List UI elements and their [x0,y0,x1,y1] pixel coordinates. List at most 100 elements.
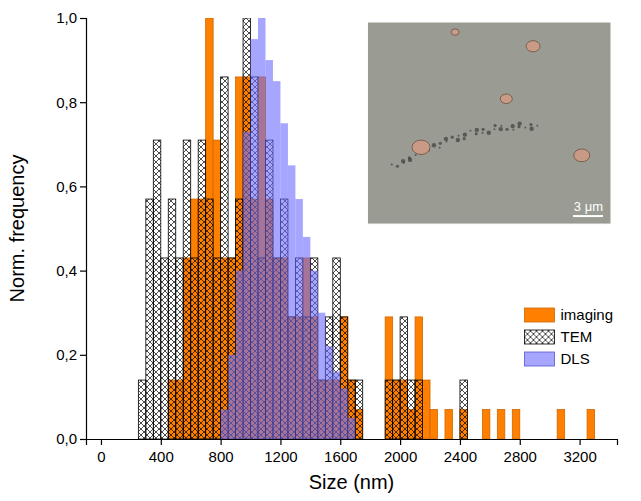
x-tick-mark [280,439,281,445]
histogram-bar [228,258,235,439]
y-axis: 0,00,20,40,60,81,0 [56,9,86,447]
x-tick-label: 400 [149,448,174,465]
histogram-bar [221,410,228,439]
inset-particle [500,125,502,127]
inset-particle [511,124,515,128]
y-tick: 1,0 [56,9,86,26]
histogram-bar [325,317,332,439]
histogram-bar [340,317,347,439]
inset-particle [493,124,496,127]
histogram-bar [213,140,220,439]
inset-particle [481,132,483,134]
x-tick-mark [400,439,401,445]
histogram-bar [228,258,235,439]
legend-swatch [524,352,554,366]
x-tick: 400 [149,439,174,465]
x-tick-mark [460,439,461,445]
inset-particle [512,129,514,131]
histogram-bar [153,140,160,439]
histogram-bar [348,418,355,439]
inset-particle [403,162,405,164]
y-tick-label: 0,6 [56,178,77,195]
inset-particle [451,136,454,139]
inset-particle [500,94,512,104]
histogram-bar [460,380,467,439]
histogram-bar [295,199,302,439]
histogram-bar [400,317,407,439]
histogram-bar [228,355,235,439]
histogram-bar [348,380,355,439]
legend-label: DLS [560,350,589,367]
histogram-bar [251,39,258,439]
inset-particle [412,140,430,154]
histogram-bar [198,140,205,439]
inset-particle [487,131,491,135]
y-tick-label: 1,0 [56,9,77,26]
y-tick-mark [80,18,86,19]
histogram-bar [355,380,362,439]
histogram-bar [206,18,213,439]
histogram-bar [415,317,422,439]
inset-particle [482,128,485,131]
histogram-bar [430,410,437,439]
y-tick-mark [80,186,86,187]
inset-particle [526,41,540,52]
histogram-bar [221,77,228,439]
histogram-bar [482,410,489,439]
legend-label: imaging [560,306,613,323]
inset-particle [463,132,467,136]
inset-particle [396,165,399,168]
inset-particle [415,154,417,156]
y-tick: 0,4 [56,262,86,279]
inset-particle [499,127,503,131]
x-tick-label: 2000 [384,448,417,465]
inset-particle [536,125,538,127]
histogram-bar [385,317,392,439]
legend-swatch [524,330,554,344]
x-axis: 0400800120016002000240028003200 [87,439,618,465]
inset-particle [408,158,412,162]
histogram-bar [445,410,452,439]
histogram-bar [415,380,422,439]
histogram-bar [393,380,400,439]
inset-particle [475,128,479,132]
histogram-bar [557,410,564,439]
inset-particle [517,121,521,125]
histogram-bar [348,380,355,439]
x-tick-label: 2400 [444,448,477,465]
inset-particle [458,135,460,137]
x-tick: 800 [209,439,234,465]
x-tick: 2000 [384,439,417,465]
y-tick-mark [80,271,86,272]
y-axis-line [80,19,87,440]
inset-particle [529,127,533,131]
x-tick: 2400 [444,439,477,465]
histogram-bar [191,258,198,439]
y-tick: 0,6 [56,178,86,195]
histogram-bar [191,199,198,439]
histogram-bar [333,372,340,439]
histogram-bar [385,380,392,439]
histogram-bar [138,380,145,439]
x-tick-label: 1200 [264,448,297,465]
y-tick: 0,2 [56,346,86,363]
histogram-bar [236,199,243,439]
x-tick-mark [580,439,581,445]
histogram-bar [243,18,250,439]
x-tick: 2800 [504,439,537,465]
legend-label: TEM [560,328,592,345]
x-tick: 0 [97,439,105,465]
histogram-bar [288,165,295,439]
histogram-bar [333,258,340,439]
inset-particle [401,159,405,163]
inset-particle [439,142,442,145]
x-tick: 1600 [324,439,357,465]
y-tick-label: 0,8 [56,94,77,111]
histogram-bar [310,258,317,439]
histogram-bar [168,199,175,439]
inset-particle [432,143,436,147]
histogram-bar [318,313,325,439]
x-tick-mark [520,439,521,445]
x-tick-label: 0 [97,448,105,465]
histogram-bar [340,388,347,439]
